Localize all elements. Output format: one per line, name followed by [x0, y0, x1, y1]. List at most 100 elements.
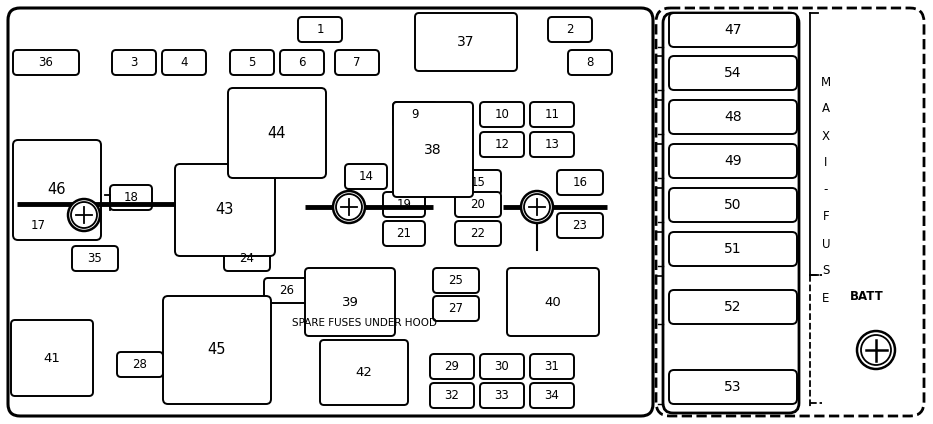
Circle shape: [861, 335, 891, 365]
FancyBboxPatch shape: [13, 140, 101, 240]
Text: 42: 42: [355, 366, 372, 379]
Text: 36: 36: [38, 56, 53, 69]
FancyBboxPatch shape: [393, 102, 437, 127]
Text: 14: 14: [358, 170, 373, 183]
Circle shape: [333, 191, 365, 223]
FancyBboxPatch shape: [557, 213, 603, 238]
FancyBboxPatch shape: [415, 13, 517, 71]
FancyBboxPatch shape: [530, 354, 574, 379]
FancyBboxPatch shape: [433, 268, 479, 293]
Circle shape: [521, 191, 553, 223]
FancyBboxPatch shape: [557, 170, 603, 195]
Text: 5: 5: [248, 56, 256, 69]
FancyBboxPatch shape: [568, 50, 612, 75]
Text: 15: 15: [470, 176, 485, 189]
Text: 4: 4: [180, 56, 188, 69]
FancyBboxPatch shape: [480, 132, 524, 157]
FancyBboxPatch shape: [305, 268, 395, 336]
FancyBboxPatch shape: [13, 50, 79, 75]
Text: 16: 16: [573, 176, 588, 189]
Text: 45: 45: [208, 343, 226, 357]
FancyBboxPatch shape: [455, 192, 501, 217]
FancyBboxPatch shape: [530, 132, 574, 157]
Text: 49: 49: [724, 154, 742, 168]
FancyBboxPatch shape: [455, 221, 501, 246]
Text: 46: 46: [48, 182, 66, 198]
FancyBboxPatch shape: [345, 164, 387, 189]
Text: 6: 6: [299, 56, 306, 69]
FancyBboxPatch shape: [430, 354, 474, 379]
FancyBboxPatch shape: [669, 290, 797, 324]
Text: M: M: [821, 75, 831, 89]
Text: 30: 30: [494, 360, 509, 373]
Text: 51: 51: [724, 242, 742, 256]
Text: -: -: [824, 184, 829, 196]
Text: 48: 48: [724, 110, 742, 124]
Text: 22: 22: [470, 227, 485, 240]
FancyBboxPatch shape: [663, 13, 799, 413]
FancyBboxPatch shape: [669, 188, 797, 222]
FancyBboxPatch shape: [8, 8, 653, 416]
Text: 38: 38: [425, 142, 442, 156]
Text: 27: 27: [449, 302, 464, 315]
Circle shape: [857, 331, 895, 369]
FancyBboxPatch shape: [11, 320, 93, 396]
FancyBboxPatch shape: [669, 56, 797, 90]
Text: SPARE FUSES UNDER HOOD: SPARE FUSES UNDER HOOD: [293, 318, 438, 328]
Text: 17: 17: [31, 219, 46, 232]
FancyBboxPatch shape: [280, 50, 324, 75]
FancyBboxPatch shape: [393, 102, 473, 197]
Circle shape: [68, 199, 100, 231]
FancyBboxPatch shape: [230, 50, 274, 75]
FancyBboxPatch shape: [530, 383, 574, 408]
Text: 33: 33: [494, 389, 509, 402]
Text: 34: 34: [545, 389, 560, 402]
Text: 53: 53: [724, 380, 742, 394]
Text: U: U: [822, 237, 830, 251]
FancyBboxPatch shape: [507, 268, 599, 336]
Text: 39: 39: [341, 296, 358, 309]
FancyBboxPatch shape: [112, 50, 156, 75]
Text: 11: 11: [545, 108, 560, 121]
Text: 20: 20: [470, 198, 485, 211]
FancyBboxPatch shape: [480, 354, 524, 379]
Text: X: X: [822, 129, 830, 142]
Text: S: S: [822, 265, 829, 277]
Text: 44: 44: [268, 126, 286, 140]
FancyBboxPatch shape: [110, 185, 152, 210]
FancyBboxPatch shape: [228, 88, 326, 178]
Text: 31: 31: [545, 360, 560, 373]
Text: 54: 54: [724, 66, 742, 80]
FancyBboxPatch shape: [117, 352, 163, 377]
FancyBboxPatch shape: [335, 50, 379, 75]
Text: 12: 12: [494, 138, 509, 151]
FancyBboxPatch shape: [430, 383, 474, 408]
Text: 50: 50: [724, 198, 742, 212]
FancyBboxPatch shape: [175, 164, 275, 256]
FancyBboxPatch shape: [656, 8, 924, 416]
Text: 47: 47: [724, 23, 742, 37]
Text: 35: 35: [88, 252, 103, 265]
FancyBboxPatch shape: [669, 100, 797, 134]
Circle shape: [71, 202, 97, 228]
FancyBboxPatch shape: [72, 246, 118, 271]
FancyBboxPatch shape: [383, 192, 425, 217]
Text: 26: 26: [280, 284, 295, 297]
FancyBboxPatch shape: [480, 383, 524, 408]
Text: 7: 7: [354, 56, 361, 69]
FancyBboxPatch shape: [455, 170, 501, 195]
Text: BATT: BATT: [850, 290, 884, 302]
FancyBboxPatch shape: [433, 296, 479, 321]
FancyBboxPatch shape: [264, 278, 310, 303]
Text: 24: 24: [240, 252, 255, 265]
Text: 8: 8: [586, 56, 593, 69]
Text: A: A: [822, 103, 830, 115]
Text: 19: 19: [397, 198, 411, 211]
Text: F: F: [823, 210, 829, 223]
Text: 9: 9: [411, 108, 419, 121]
FancyBboxPatch shape: [17, 213, 59, 238]
FancyBboxPatch shape: [298, 17, 342, 42]
Text: 52: 52: [724, 300, 742, 314]
Circle shape: [336, 194, 362, 220]
FancyBboxPatch shape: [669, 13, 797, 47]
